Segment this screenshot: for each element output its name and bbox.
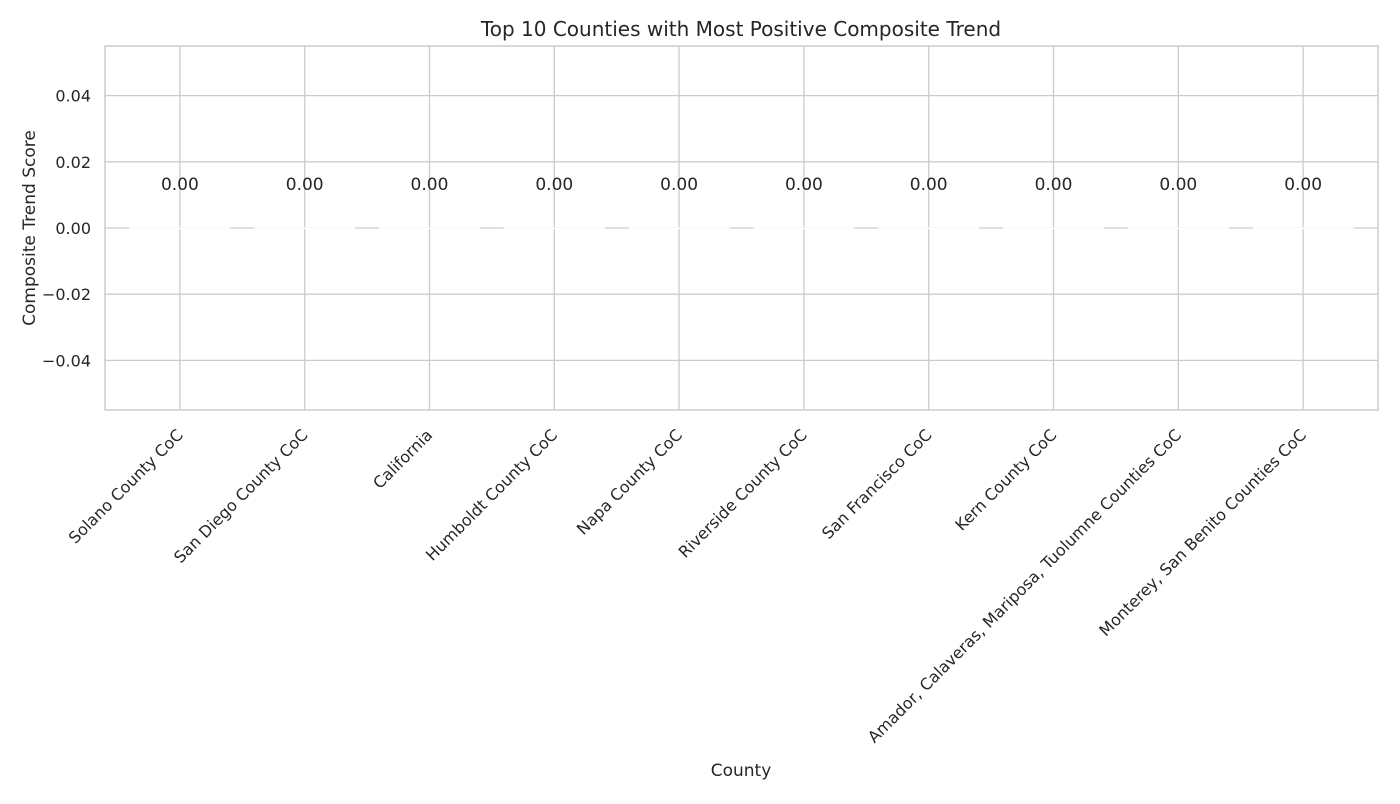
- y-tick-label: 0.00: [55, 219, 91, 238]
- data-labels-layer: 0.00 0.00 0.00 0.00 0.00 0.00 0.00 0.00 0.00 0.00: [161, 175, 1322, 195]
- plot-frame: [104, 45, 1379, 411]
- data-label: 0.00: [1159, 175, 1197, 195]
- bar: [1252, 227, 1354, 229]
- data-label: 0.00: [286, 175, 324, 195]
- x-tick-label: Kern County CoC: [951, 425, 1060, 534]
- bar: [129, 227, 231, 229]
- bar: [1003, 227, 1104, 229]
- data-label: 0.00: [1284, 175, 1322, 195]
- x-tick-label: Monterey, San Benito Counties CoC: [1095, 425, 1310, 640]
- y-tick-label: −0.02: [42, 285, 91, 304]
- bar: [628, 227, 730, 229]
- bars-layer: [129, 227, 1354, 229]
- data-label: 0.00: [161, 175, 199, 195]
- bar: [753, 227, 855, 229]
- bar: [254, 227, 356, 229]
- bar: [379, 227, 480, 229]
- y-axis-label: Composite Trend Score: [20, 130, 40, 326]
- data-label: 0.00: [660, 175, 698, 195]
- data-label: 0.00: [535, 175, 573, 195]
- y-tick-label: 0.02: [55, 153, 91, 172]
- data-label: 0.00: [1035, 175, 1073, 195]
- bar: [878, 227, 980, 229]
- data-label: 0.00: [785, 175, 823, 195]
- data-label: 0.00: [910, 175, 948, 195]
- x-axis-label: County: [711, 761, 772, 781]
- chart-title: Top 10 Counties with Most Positive Compo…: [480, 17, 1001, 41]
- x-tick-label: Solano County CoC: [65, 425, 187, 547]
- x-tick-label: Napa County CoC: [573, 425, 686, 538]
- bar: [503, 227, 605, 229]
- x-tick-label: San Diego County CoC: [170, 425, 311, 566]
- y-tick-label: 0.04: [55, 87, 91, 106]
- x-tick-label: San Francisco CoC: [818, 425, 935, 542]
- x-tick-label: Humboldt County CoC: [422, 425, 561, 564]
- bar: [1127, 227, 1229, 229]
- y-tick-labels: −0.04 −0.02 0.00 0.02 0.04: [42, 87, 91, 371]
- data-label: 0.00: [411, 175, 449, 195]
- x-tick-label: California: [369, 425, 436, 492]
- x-tick-label: Riverside County CoC: [675, 425, 811, 561]
- y-tick-label: −0.04: [42, 351, 91, 370]
